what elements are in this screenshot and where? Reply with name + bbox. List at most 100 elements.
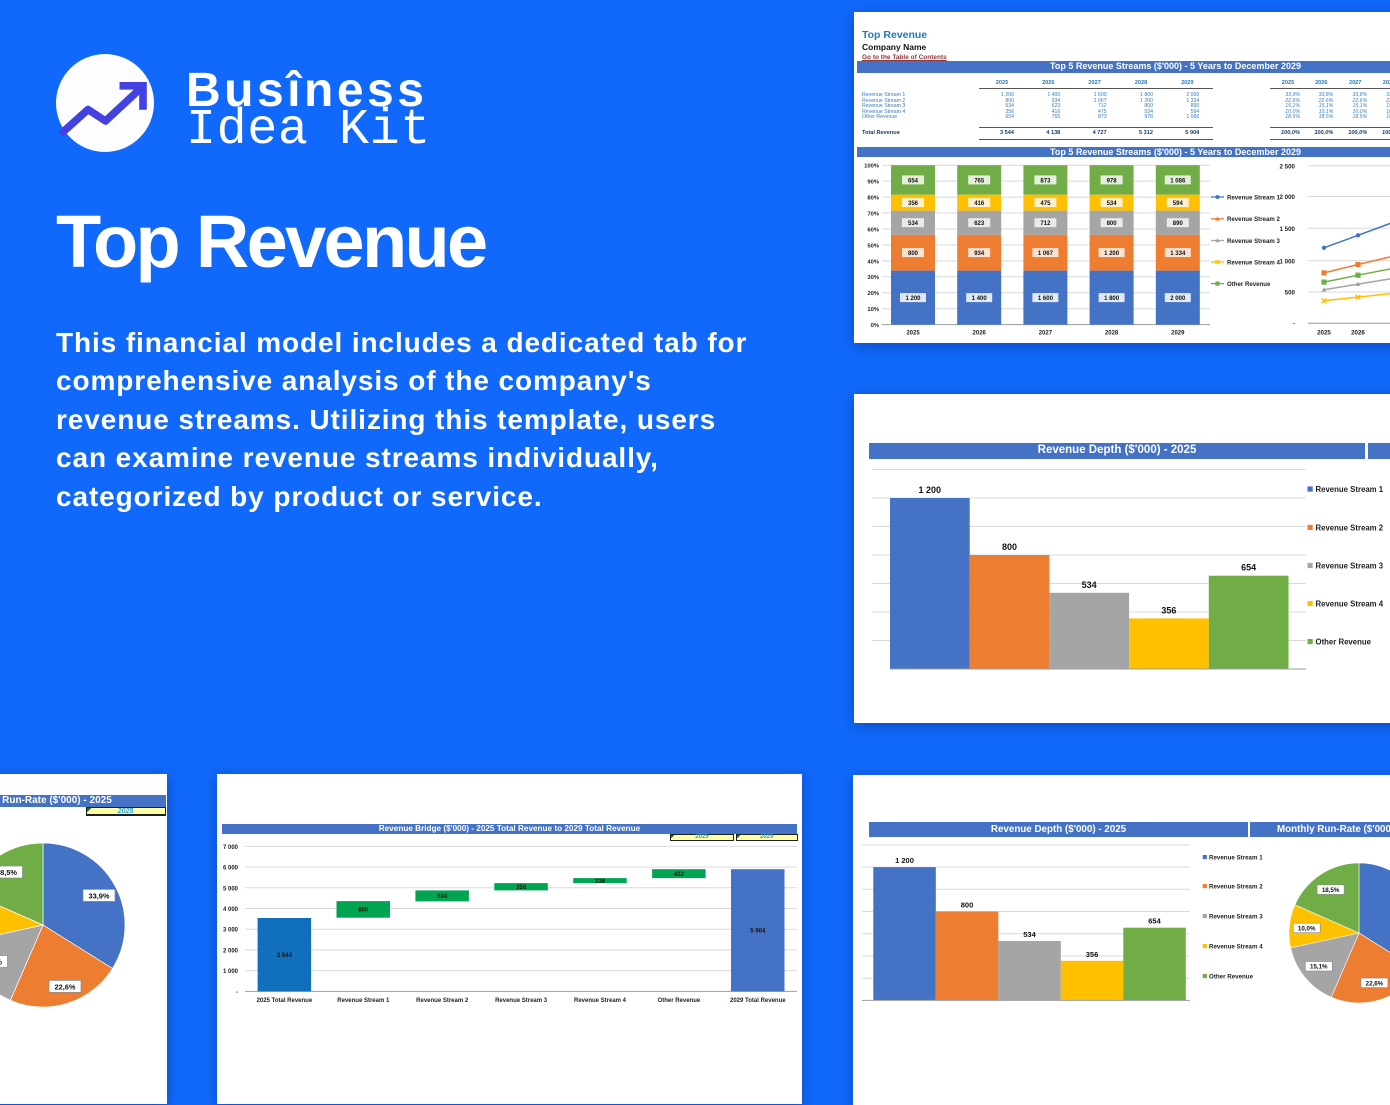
svg-text:Revenue Stream 4: Revenue Stream 4: [574, 998, 627, 1004]
svg-text:890: 890: [1173, 221, 1184, 227]
svg-text:238: 238: [595, 879, 606, 885]
svg-text:4 000: 4 000: [223, 907, 239, 913]
svg-text:50%: 50%: [867, 243, 879, 249]
svg-text:Revenue Stream 4: Revenue Stream 4: [1316, 599, 1384, 608]
svg-text:Revenue Stream 2: Revenue Stream 2: [1209, 884, 1263, 891]
svg-text:20%: 20%: [867, 291, 879, 297]
svg-text:18,5%: 18,5%: [1322, 887, 1340, 894]
svg-text:594: 594: [1173, 201, 1184, 207]
svg-text:534: 534: [437, 894, 448, 900]
svg-text:33,9%: 33,9%: [89, 891, 110, 900]
svg-text:Other Revenue: Other Revenue: [658, 998, 701, 1004]
svg-text:1 086: 1 086: [1170, 178, 1186, 184]
svg-text:2025: 2025: [1317, 330, 1331, 337]
svg-text:22,6%: 22,6%: [55, 982, 76, 991]
svg-text:2029: 2029: [1171, 331, 1185, 337]
svg-text:432: 432: [674, 872, 685, 878]
svg-text:712: 712: [1040, 221, 1051, 227]
svg-text:Other Revenue: Other Revenue: [1316, 638, 1372, 647]
svg-text:416: 416: [974, 201, 985, 207]
svg-text:22,6%: 22,6%: [1366, 980, 1384, 987]
svg-text:100%: 100%: [864, 164, 879, 170]
svg-text:623: 623: [974, 221, 985, 227]
svg-text:800: 800: [961, 901, 974, 910]
svg-text:Revenue Stream 3: Revenue Stream 3: [1227, 238, 1280, 245]
svg-text:1 200: 1 200: [905, 296, 921, 302]
svg-text:800: 800: [1002, 542, 1017, 552]
svg-text:500: 500: [1285, 290, 1296, 297]
svg-text:356: 356: [1086, 950, 1099, 959]
svg-text:15,1%: 15,1%: [1310, 964, 1328, 971]
svg-text:15,1%: 15,1%: [0, 958, 2, 967]
svg-text:18,5%: 18,5%: [0, 868, 17, 877]
svg-text:Revenue Stream 3: Revenue Stream 3: [1209, 914, 1263, 921]
svg-text:1 800: 1 800: [1104, 296, 1120, 302]
svg-text:1 334: 1 334: [1170, 251, 1186, 257]
svg-text:534: 534: [1023, 930, 1036, 939]
svg-text:765: 765: [974, 178, 985, 184]
svg-text:10%: 10%: [867, 307, 879, 313]
svg-text:-: -: [236, 990, 238, 996]
svg-text:1 000: 1 000: [1280, 258, 1296, 265]
svg-text:Revenue Stream 2: Revenue Stream 2: [1316, 523, 1384, 532]
svg-text:800: 800: [908, 251, 919, 257]
svg-text:Revenue Stream 1: Revenue Stream 1: [337, 998, 390, 1004]
svg-text:356: 356: [908, 201, 919, 207]
svg-text:1 400: 1 400: [972, 296, 988, 302]
svg-text:40%: 40%: [867, 259, 879, 265]
svg-text:800: 800: [358, 908, 369, 914]
svg-text:934: 934: [974, 251, 985, 257]
svg-text:6 000: 6 000: [223, 866, 239, 872]
svg-text:1 067: 1 067: [1038, 251, 1054, 257]
svg-text:Other Revenue: Other Revenue: [1227, 281, 1271, 288]
svg-text:978: 978: [1107, 178, 1118, 184]
svg-text:534: 534: [908, 221, 919, 227]
svg-text:3 000: 3 000: [223, 928, 239, 934]
svg-text:1 600: 1 600: [1038, 296, 1054, 302]
svg-text:654: 654: [1148, 917, 1161, 926]
svg-text:1 000: 1 000: [223, 969, 239, 975]
svg-text:Revenue Stream 1: Revenue Stream 1: [1209, 855, 1263, 862]
svg-text:534: 534: [1107, 201, 1118, 207]
svg-text:2 000: 2 000: [223, 948, 239, 954]
svg-text:Revenue Stream 1: Revenue Stream 1: [1316, 485, 1384, 494]
svg-text:Revenue Stream 2: Revenue Stream 2: [1227, 216, 1280, 223]
svg-text:2029 Total Revenue: 2029 Total Revenue: [730, 998, 786, 1004]
svg-text:800: 800: [1107, 221, 1118, 227]
svg-text:60%: 60%: [867, 227, 879, 233]
svg-text:2025 Total Revenue: 2025 Total Revenue: [257, 998, 313, 1004]
svg-text:Revenue Stream 1: Revenue Stream 1: [1227, 194, 1280, 201]
svg-text:2 000: 2 000: [1170, 296, 1186, 302]
svg-text:0%: 0%: [871, 323, 879, 329]
svg-text:5 000: 5 000: [223, 886, 239, 892]
svg-text:2 000: 2 000: [1280, 194, 1296, 201]
svg-text:2026: 2026: [973, 331, 987, 337]
svg-text:1 200: 1 200: [895, 856, 914, 865]
svg-text:2028: 2028: [1105, 331, 1119, 337]
svg-text:7 000: 7 000: [223, 845, 239, 851]
svg-text:Other Revenue: Other Revenue: [1209, 974, 1254, 981]
svg-text:Revenue Stream 3: Revenue Stream 3: [1316, 561, 1384, 570]
svg-text:1 200: 1 200: [919, 485, 942, 495]
svg-text:2026: 2026: [1351, 330, 1365, 337]
svg-text:80%: 80%: [867, 196, 879, 202]
svg-text:2 500: 2 500: [1280, 163, 1296, 170]
svg-text:2027: 2027: [1039, 331, 1053, 337]
svg-text:-: -: [1293, 321, 1295, 328]
svg-text:Revenue Stream 2: Revenue Stream 2: [416, 998, 469, 1004]
svg-text:5 904: 5 904: [750, 929, 766, 935]
svg-text:654: 654: [908, 178, 919, 184]
svg-text:Revenue Stream 3: Revenue Stream 3: [495, 998, 548, 1004]
svg-text:10,0%: 10,0%: [1298, 925, 1316, 932]
svg-text:534: 534: [1082, 580, 1097, 590]
svg-text:Revenue Stream 4: Revenue Stream 4: [1227, 259, 1280, 266]
svg-text:1 200: 1 200: [1104, 251, 1120, 257]
svg-text:3 544: 3 544: [277, 953, 293, 959]
svg-text:873: 873: [1040, 178, 1051, 184]
svg-text:475: 475: [1040, 201, 1051, 207]
svg-text:90%: 90%: [867, 180, 879, 186]
svg-text:356: 356: [516, 885, 527, 891]
svg-text:1 500: 1 500: [1280, 226, 1296, 233]
svg-text:2025: 2025: [906, 331, 920, 337]
svg-text:70%: 70%: [867, 211, 879, 217]
